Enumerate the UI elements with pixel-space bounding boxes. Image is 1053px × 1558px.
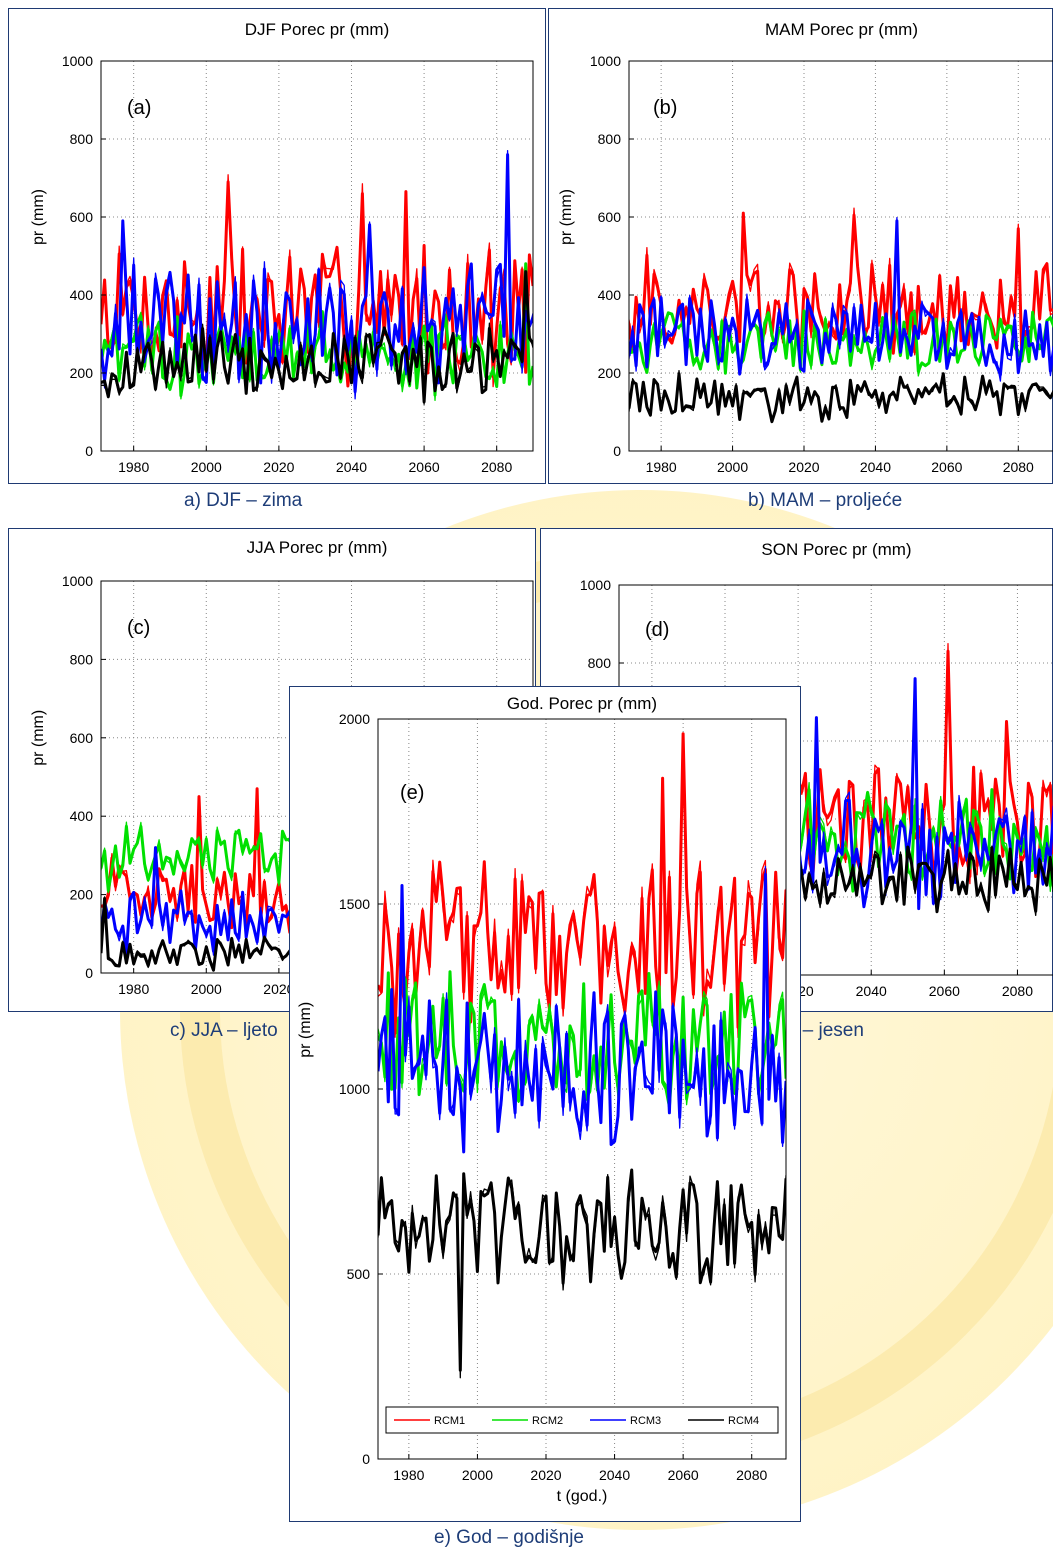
y-tick-label: 0 (613, 443, 621, 459)
caption-e: e) God – godišnje (434, 1527, 584, 1548)
x-tick-label: 2020 (263, 981, 294, 997)
series-line-rcm4 (629, 372, 1053, 424)
y-tick-label: 800 (70, 651, 94, 667)
y-tick-label: 1500 (339, 896, 370, 912)
x-axis-label: t (god.) (557, 1488, 608, 1505)
x-tick-label: 1980 (118, 459, 149, 475)
legend-label-rcm1: RCM1 (434, 1415, 465, 1427)
y-tick-label: 500 (347, 1266, 371, 1282)
y-tick-label: 1000 (62, 573, 93, 589)
series-line-rcm3 (629, 216, 1053, 382)
x-tick-label: 1980 (646, 459, 677, 475)
series-line-rcm4 (629, 369, 1053, 421)
panel-e: God. Porec pr (mm) 1980 2000 2020 2040 2060 20… (289, 686, 801, 1522)
y-tick-label: 400 (70, 808, 94, 824)
plot-area (628, 60, 1053, 452)
x-tick-label: 2060 (409, 459, 440, 475)
panel-label: (b) (653, 97, 677, 119)
x-tick-label: 2020 (788, 459, 819, 475)
x-tick-label: 2080 (736, 1467, 767, 1483)
x-tick-label: 2040 (336, 459, 367, 475)
y-axis-label: pr (mm) (297, 1002, 314, 1058)
y-tick-label: 1000 (590, 53, 621, 69)
x-tick-label: 2020 (530, 1467, 561, 1483)
y-tick-label: 2000 (339, 711, 370, 727)
x-tick-label: 2060 (929, 983, 960, 999)
chart-title: God. Porec pr (mm) (507, 694, 657, 713)
y-tick-label: 600 (70, 730, 94, 746)
y-tick-label: 800 (588, 655, 612, 671)
x-tick-label: 2000 (191, 459, 222, 475)
y-tick-label: 1000 (580, 577, 611, 593)
chart-a-svg: DJF Porec pr (mm)1980 2000 2020 2040 2060 208… (30, 20, 534, 475)
caption-b: b) MAM – proljeće (748, 490, 903, 511)
chart-b-svg: MAM Porec pr (mm)1980 2000 2020 2040 2060 208… (558, 20, 1053, 475)
series-group (629, 207, 1053, 424)
y-tick-label: 0 (362, 1451, 370, 1467)
x-tick-label: 2020 (263, 459, 294, 475)
series-group (101, 149, 533, 405)
legend-label-rcm3: RCM3 (630, 1415, 661, 1427)
chart-title: JJA Porec pr (mm) (247, 538, 388, 557)
plot-area (100, 60, 534, 452)
panel-label: (a) (127, 97, 151, 119)
panel-b: MAM Porec pr (mm) 1980 2000 2020 2040 2060 208… (548, 8, 1053, 484)
x-tick-label: 2080 (1002, 983, 1033, 999)
chart-title: SON Porec pr (mm) (761, 540, 911, 559)
x-tick-label: 2060 (931, 459, 962, 475)
y-tick-label: 0 (85, 965, 93, 981)
caption-a: a) DJF – zima (184, 490, 303, 511)
series-line-rcm4 (101, 275, 533, 405)
panel-a: DJF Porec pr (mm) 1980 2000 2020 2040 2060 208… (8, 8, 546, 484)
x-tick-label: 2000 (717, 459, 748, 475)
y-axis-label: pr (mm) (30, 189, 47, 245)
x-tick-label: 2000 (191, 981, 222, 997)
y-tick-label: 800 (598, 131, 622, 147)
series-line-rcm3 (378, 865, 786, 1150)
x-tick-label: 2080 (481, 459, 512, 475)
panel-label: (e) (400, 782, 424, 804)
legend (385, 1406, 779, 1434)
y-tick-label: 1000 (339, 1081, 370, 1097)
x-tick-label: 2040 (599, 1467, 630, 1483)
legend-label-rcm2: RCM2 (532, 1415, 563, 1427)
panel-label: (c) (127, 617, 150, 639)
y-tick-label: 600 (70, 209, 94, 225)
series-line-rcm4 (378, 1173, 786, 1379)
x-tick-label: 1980 (118, 981, 149, 997)
y-tick-label: 200 (598, 365, 622, 381)
chart-title: DJF Porec pr (mm) (245, 20, 390, 39)
y-tick-label: 0 (85, 443, 93, 459)
x-tick-label: 2040 (856, 983, 887, 999)
series-line-rcm1 (378, 744, 786, 1039)
y-axis-label: pr (mm) (30, 710, 47, 766)
x-tick-label: 2040 (860, 459, 891, 475)
y-tick-label: 200 (70, 365, 94, 381)
series-line-rcm3 (101, 149, 533, 400)
y-tick-label: 400 (70, 287, 94, 303)
panel-label: (d) (645, 619, 669, 641)
x-tick-label: 1980 (393, 1467, 424, 1483)
legend-label-rcm4: RCM4 (728, 1415, 759, 1427)
chart-e-svg: God. Porec pr (mm) 1980 2000 2020 2040 2060 20… (297, 694, 787, 1505)
y-tick-label: 200 (70, 887, 94, 903)
x-tick-label: 2080 (1003, 459, 1034, 475)
y-tick-label: 400 (598, 287, 622, 303)
series-line-rcm2 (378, 970, 786, 1111)
series-group (378, 732, 786, 1379)
y-tick-label: 1000 (62, 53, 93, 69)
y-tick-label: 600 (598, 209, 622, 225)
x-tick-label: 2060 (668, 1467, 699, 1483)
chart-title: MAM Porec pr (mm) (765, 20, 918, 39)
y-tick-label: 800 (70, 131, 94, 147)
y-axis-label: pr (mm) (558, 189, 575, 245)
caption-c: c) JJA – ljeto (170, 1020, 278, 1041)
x-tick-label: 2000 (462, 1467, 493, 1483)
